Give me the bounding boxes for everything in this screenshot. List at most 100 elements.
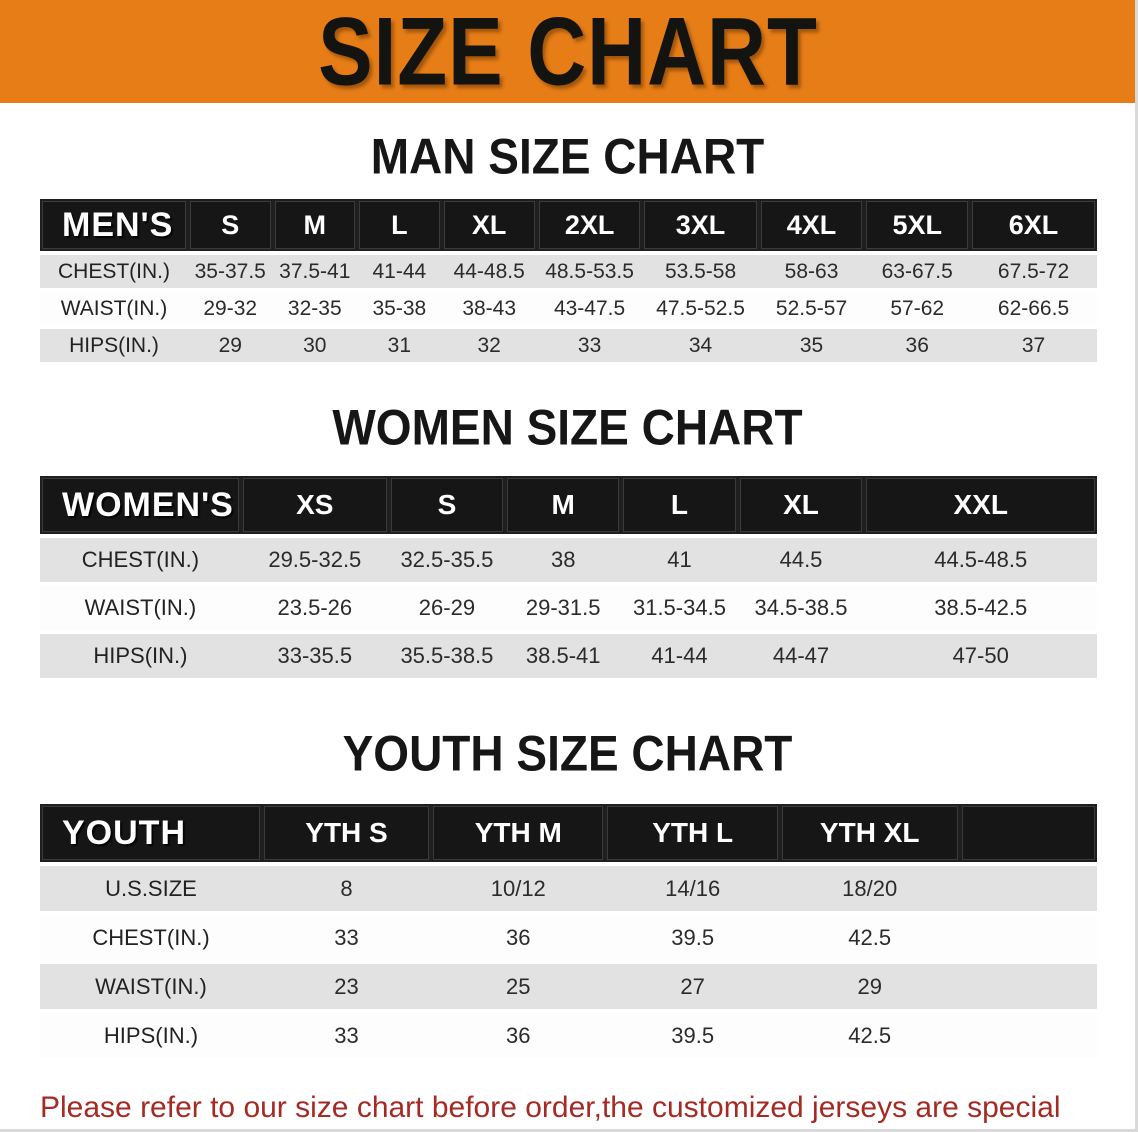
size-value: 44.5	[779, 547, 823, 572]
size-column-header: 2XL	[536, 199, 643, 251]
size-value: 41-44	[651, 643, 708, 668]
disclaimer-text: Please refer to our size chart before or…	[40, 1088, 1135, 1129]
size-value: 36	[905, 333, 929, 357]
size-value: 27	[680, 973, 705, 999]
size-value: 36	[506, 924, 531, 950]
size-value: 10/12	[490, 875, 546, 901]
size-value: 33	[577, 333, 602, 357]
size-value: 33	[334, 1022, 359, 1048]
women-section-title: WOMEN SIZE CHART	[332, 398, 803, 456]
size-value: 44-47	[772, 643, 830, 668]
size-column-header: XS	[240, 476, 389, 534]
table-row: HIPS(IN.) 33 36 39.5 42.5	[40, 1013, 1097, 1058]
size-value: 36	[506, 1022, 531, 1048]
size-value: 23	[334, 973, 359, 999]
size-value: 42.5	[848, 1022, 892, 1048]
size-value: 62-66.5	[997, 296, 1070, 320]
row-spacer	[960, 915, 1097, 960]
women-header-row: WOMEN'S XS S M L XL XXL	[40, 476, 1097, 534]
table-group-label: MEN'S	[40, 199, 188, 251]
size-value: 52.5-57	[775, 296, 848, 320]
size-value: 32.5-35.5	[400, 547, 494, 572]
size-column-header: L	[357, 199, 442, 251]
youth-section-title: YOUTH SIZE CHART	[342, 724, 793, 782]
disclaimer-line-1: Please refer to our size chart before or…	[40, 1091, 1061, 1124]
size-column-header: 5XL	[864, 199, 971, 251]
row-spacer	[960, 964, 1097, 1009]
size-column-header: YTH L	[605, 804, 780, 862]
size-value: 33	[334, 924, 359, 950]
size-value: 29-32	[203, 296, 258, 320]
size-column-header: S	[388, 476, 506, 534]
size-value: 31.5-34.5	[632, 595, 726, 620]
row-label: WAIST(IN.)	[84, 595, 197, 620]
size-value: 37.5-41	[279, 259, 351, 283]
size-value: 35-38	[372, 296, 427, 320]
table-row: WAIST(IN.) 29-32 32-35 35-38 38-43 43-47.5 47.…	[40, 292, 1097, 325]
size-value: 58-63	[784, 259, 839, 283]
size-value: 23.5-26	[277, 595, 353, 620]
row-label: CHEST(IN.)	[92, 924, 210, 950]
row-label: WAIST(IN.)	[95, 973, 207, 999]
size-value: 29	[857, 973, 882, 999]
size-value: 35.5-38.5	[400, 643, 494, 668]
size-value: 41	[667, 547, 692, 572]
size-column-header: YTH M	[431, 804, 606, 862]
size-value: 53.5-58	[664, 259, 737, 283]
row-label: HIPS(IN.)	[69, 333, 159, 357]
size-value: 67.5-72	[997, 259, 1070, 283]
size-column-header: L	[621, 476, 738, 534]
size-value: 38.5-41	[525, 643, 601, 668]
table-row: CHEST(IN.) 29.5-32.5 32.5-35.5 38 41 44.5 44.5…	[40, 538, 1097, 582]
youth-header-row: YOUTH YTH S YTH M YTH L YTH XL	[40, 804, 1097, 862]
banner-title: SIZE CHART	[317, 0, 818, 106]
size-value: 48.5-53.5	[545, 259, 634, 283]
size-value: 8	[340, 875, 353, 901]
row-spacer	[960, 1013, 1097, 1058]
row-label: WAIST(IN.)	[60, 296, 168, 320]
size-value: 44-48.5	[453, 259, 525, 283]
size-value: 57-62	[890, 296, 945, 320]
size-value: 29	[218, 333, 242, 357]
size-column-header: YTH S	[261, 804, 432, 862]
table-row: HIPS(IN.) 29 30 31 32 33 34 35 36 37	[40, 329, 1097, 362]
size-value: 47.5-52.5	[656, 296, 745, 320]
size-value: 35	[799, 333, 824, 357]
size-value: 25	[506, 973, 531, 999]
row-label: CHEST(IN.)	[57, 259, 170, 283]
size-value: 39.5	[671, 924, 715, 950]
size-value: 14/16	[665, 875, 721, 901]
men-size-table: MEN'S S M L XL 2XL 3XL 4XL 5XL 6XL CHEST(IN.) 35-3…	[40, 195, 1097, 366]
table-row: WAIST(IN.) 23 25 27 29	[40, 964, 1097, 1009]
size-value: 37	[1021, 333, 1046, 357]
size-column-header: YTH XL	[779, 804, 960, 862]
table-row: WAIST(IN.) 23.5-26 26-29 29-31.5 31.5-34.5 34…	[40, 586, 1097, 630]
size-value: 38.5-42.5	[934, 595, 1028, 620]
row-label: HIPS(IN.)	[93, 643, 188, 668]
size-value: 31	[387, 333, 412, 357]
table-row: CHEST(IN.) 35-37.5 37.5-41 41-44 44-48.5 48.5…	[40, 255, 1097, 288]
youth-size-table: YOUTH YTH S YTH M YTH L YTH XL U.S.SIZE 8 10/1…	[40, 800, 1097, 1062]
size-value: 38	[550, 547, 576, 572]
table-row: CHEST(IN.) 33 36 39.5 42.5	[40, 915, 1097, 960]
size-value: 38-43	[462, 296, 517, 320]
size-value: 18/20	[842, 875, 898, 901]
size-value: 26-29	[418, 595, 476, 620]
size-value: 47-50	[952, 643, 1009, 668]
man-section-title: MAN SIZE CHART	[370, 127, 765, 185]
row-label: CHEST(IN.)	[81, 547, 200, 572]
table-group-label: YOUTH	[40, 804, 262, 862]
row-label: HIPS(IN.)	[103, 1022, 199, 1048]
size-value: 33-35.5	[277, 643, 353, 668]
size-value: 63-67.5	[881, 259, 953, 283]
size-column-header: 3XL	[642, 199, 759, 251]
size-value: 29-31.5	[525, 595, 601, 620]
table-group-label: WOMEN'S	[40, 476, 241, 534]
size-value: 34.5-38.5	[754, 595, 848, 620]
women-size-table: WOMEN'S XS S M L XL XXL CHEST(IN.) 29.5-32.5 32.…	[40, 472, 1097, 682]
size-value: 30	[303, 333, 327, 357]
men-header-row: MEN'S S M L XL 2XL 3XL 4XL 5XL 6XL	[40, 199, 1097, 251]
row-spacer	[960, 866, 1097, 911]
size-column-header: 4XL	[758, 199, 865, 251]
